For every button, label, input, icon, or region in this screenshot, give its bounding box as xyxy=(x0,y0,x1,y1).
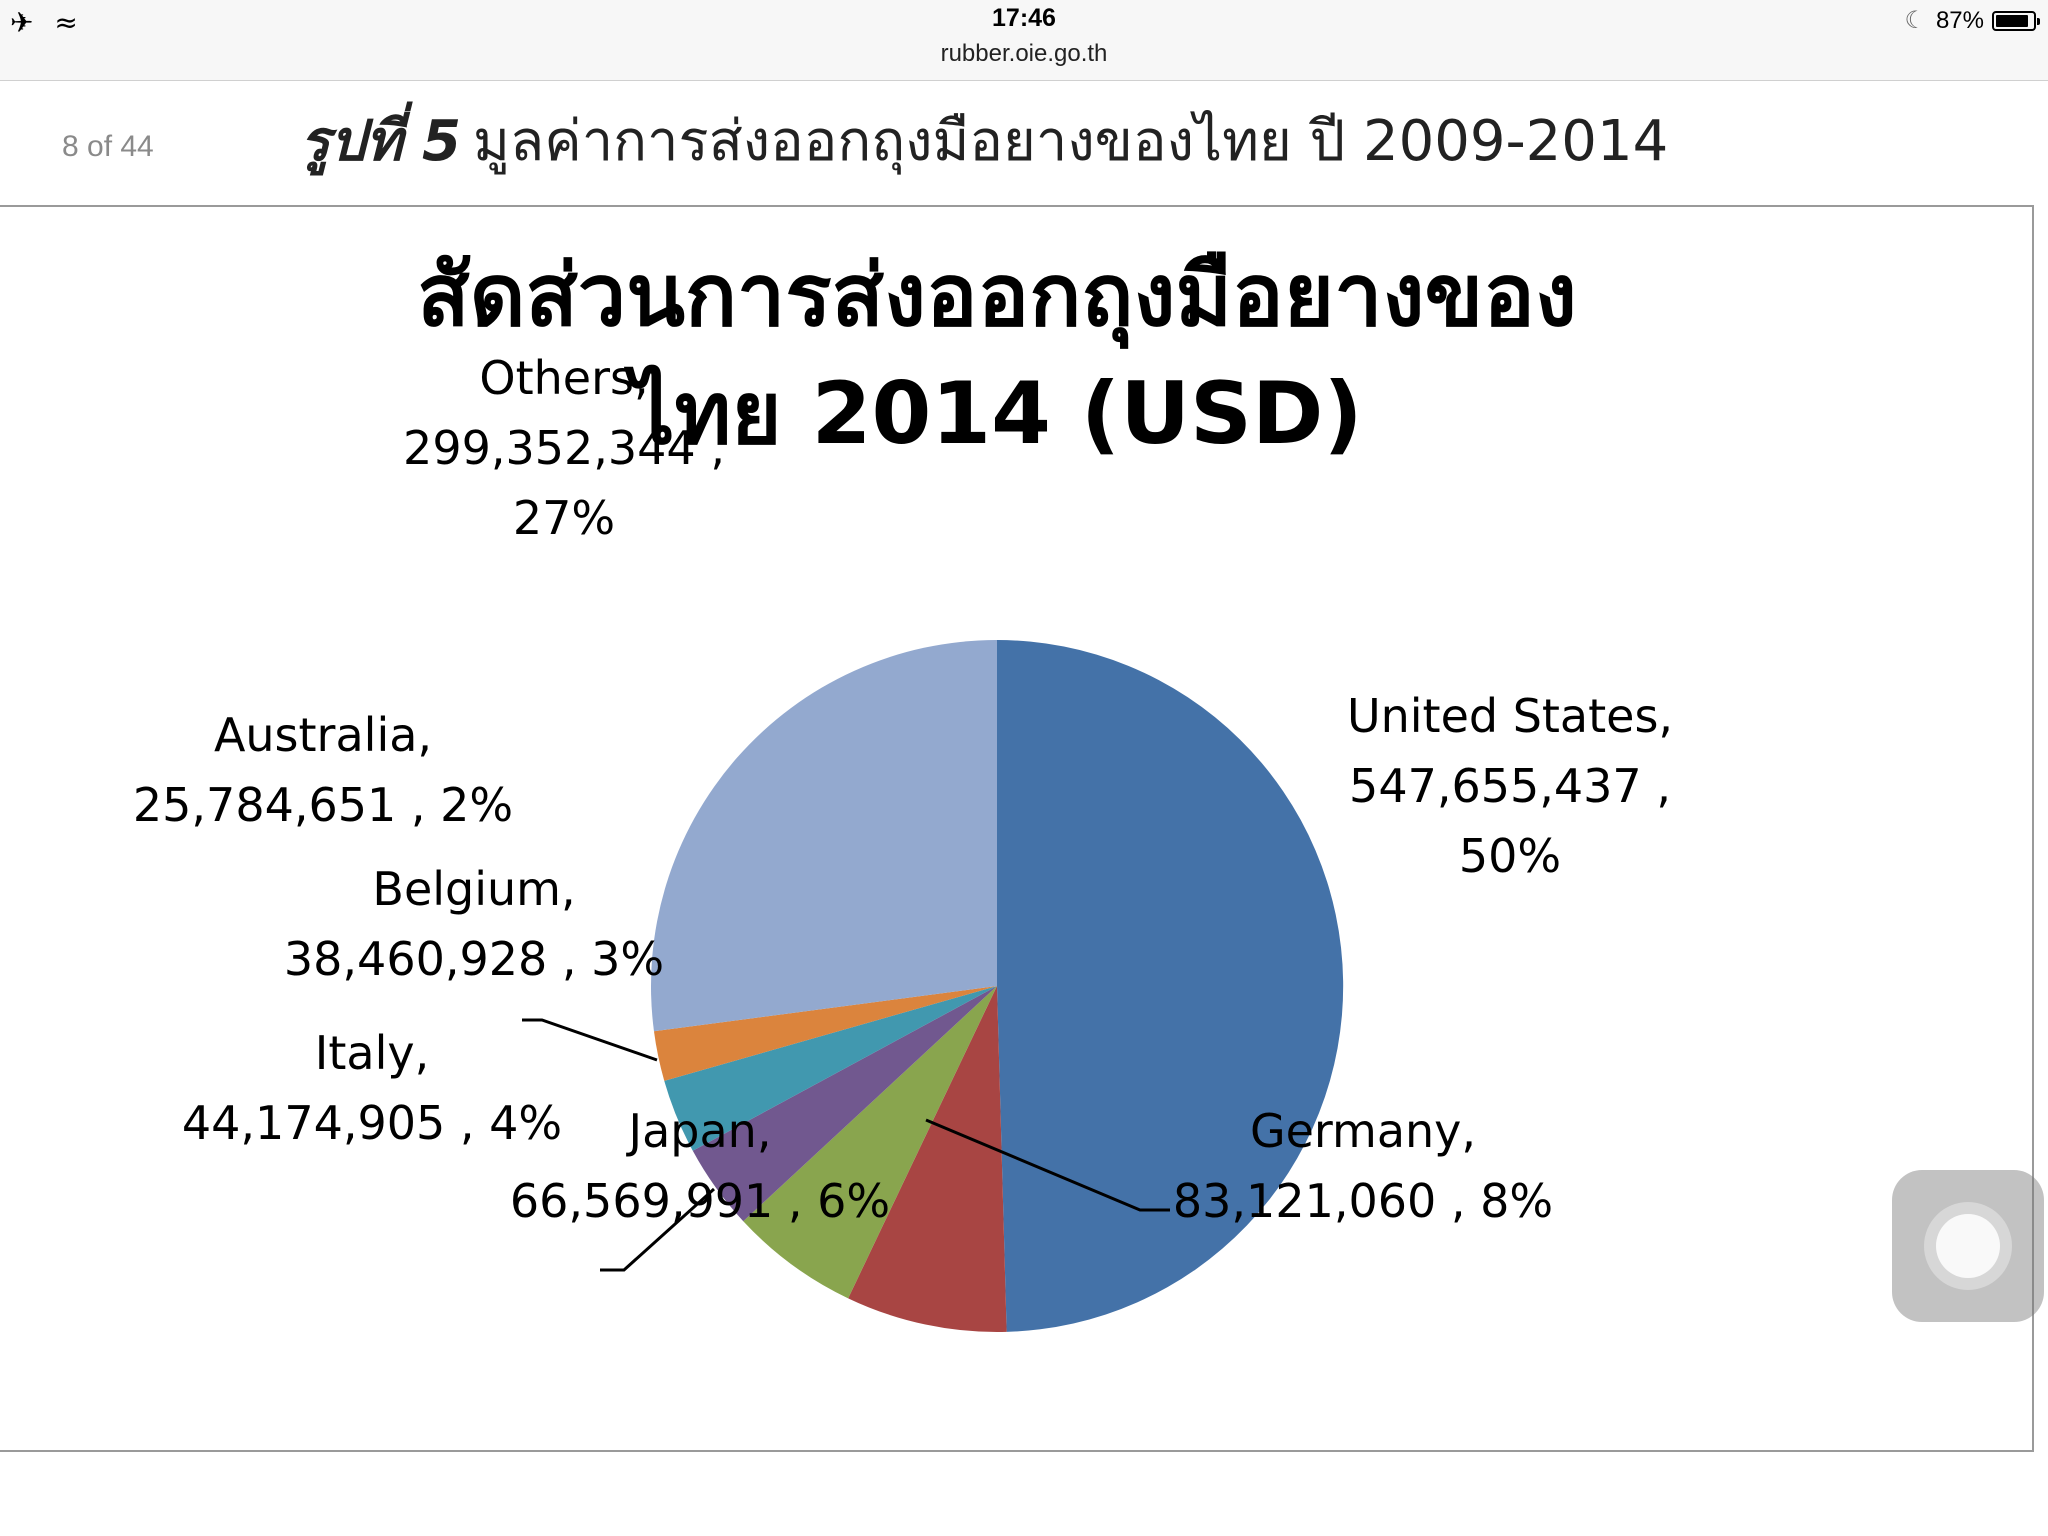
pie-slices xyxy=(650,639,1344,1333)
battery-fill xyxy=(1996,14,2029,27)
pie-slice-united-states xyxy=(997,639,1344,1332)
status-time: 17:46 xyxy=(992,4,1056,32)
data-label-italy-line-1: Italy, xyxy=(315,1026,429,1080)
data-label-germany-line-2: 83,121,060 , 8% xyxy=(1173,1174,1553,1228)
data-label-italy-line-2: 44,174,905 , 4% xyxy=(182,1096,562,1150)
figure-caption-text: มูลค่าการส่งออกถุงมือยางของไทย ปี 2009-2… xyxy=(473,109,1669,174)
assistive-touch-dot xyxy=(1936,1214,2000,1278)
assistive-touch-button[interactable] xyxy=(1892,1170,2044,1322)
pie-chart: สัดส่วนการส่งออกถุงมือยางของ ไทย 2014 (U… xyxy=(133,246,1673,1333)
data-label-belgium-line-2: 38,460,928 , 3% xyxy=(284,932,664,986)
data-label-japan-line-1: Japan, xyxy=(626,1104,772,1158)
chart-title-line-2: ไทย 2014 (USD) xyxy=(623,364,1362,464)
leader-lines xyxy=(522,1018,1170,1272)
pie-slice-belgium xyxy=(664,986,997,1151)
pie-slice-others xyxy=(650,640,997,1032)
status-right: ☾ 87% xyxy=(1904,6,2040,35)
page-counter: 8 of 44 xyxy=(62,130,154,163)
pie-slice-italy xyxy=(692,986,997,1222)
figure-caption: รูปที่ 5 มูลค่าการส่งออกถุงมือยางของไทย ป… xyxy=(300,96,1780,185)
data-label-others-line-3: 27% xyxy=(513,491,615,545)
pie-slice-australia xyxy=(653,986,997,1081)
pie-slice-germany xyxy=(848,986,1007,1333)
status-left: ✈ ≈ xyxy=(10,6,90,39)
leader-line-germany xyxy=(925,1118,1170,1212)
battery-percent: 87% xyxy=(1935,6,1984,34)
chart-title-line-1: สัดส่วนการส่งออกถุงมือยางของ xyxy=(417,246,1577,349)
moon-icon: ☾ xyxy=(1904,7,1926,34)
data-label-belgium-line-1: Belgium, xyxy=(372,862,575,916)
data-label-germany-line-1: Germany, xyxy=(1250,1104,1476,1158)
status-bar: ✈ ≈ 17:46 rubber.oie.go.th ☾ 87% xyxy=(0,0,2048,81)
data-label-japan-line-2: 66,569,991 , 6% xyxy=(510,1174,890,1228)
leader-line-australia xyxy=(522,1018,658,1062)
data-label-united-states-line-1: United States, xyxy=(1347,689,1673,743)
airplane-icon: ✈ xyxy=(10,6,34,39)
data-label-others-line-2: 299,352,344 , xyxy=(403,421,725,475)
figure-number: รูปที่ 5 xyxy=(300,109,461,174)
data-labels: United States, 547,655,437 , 50% Germany, 83… xyxy=(133,351,1673,1228)
pie-slice-japan xyxy=(743,986,997,1299)
slide: สัดส่วนการส่งออกถุงมือยางของ ไทย 2014 (U… xyxy=(0,205,2034,1452)
data-label-australia-line-2: 25,784,651 , 2% xyxy=(133,778,513,832)
data-label-united-states-line-3: 50% xyxy=(1459,829,1561,883)
leader-line-italy xyxy=(600,1187,716,1272)
data-label-australia-line-1: Australia, xyxy=(214,708,432,762)
data-label-united-states-line-2: 547,655,437 , xyxy=(1349,759,1671,813)
wifi-icon: ≈ xyxy=(54,6,78,39)
data-label-others-line-1: Others, xyxy=(479,351,648,405)
battery-icon xyxy=(1992,10,2040,31)
address-bar-url[interactable]: rubber.oie.go.th xyxy=(940,40,1108,67)
